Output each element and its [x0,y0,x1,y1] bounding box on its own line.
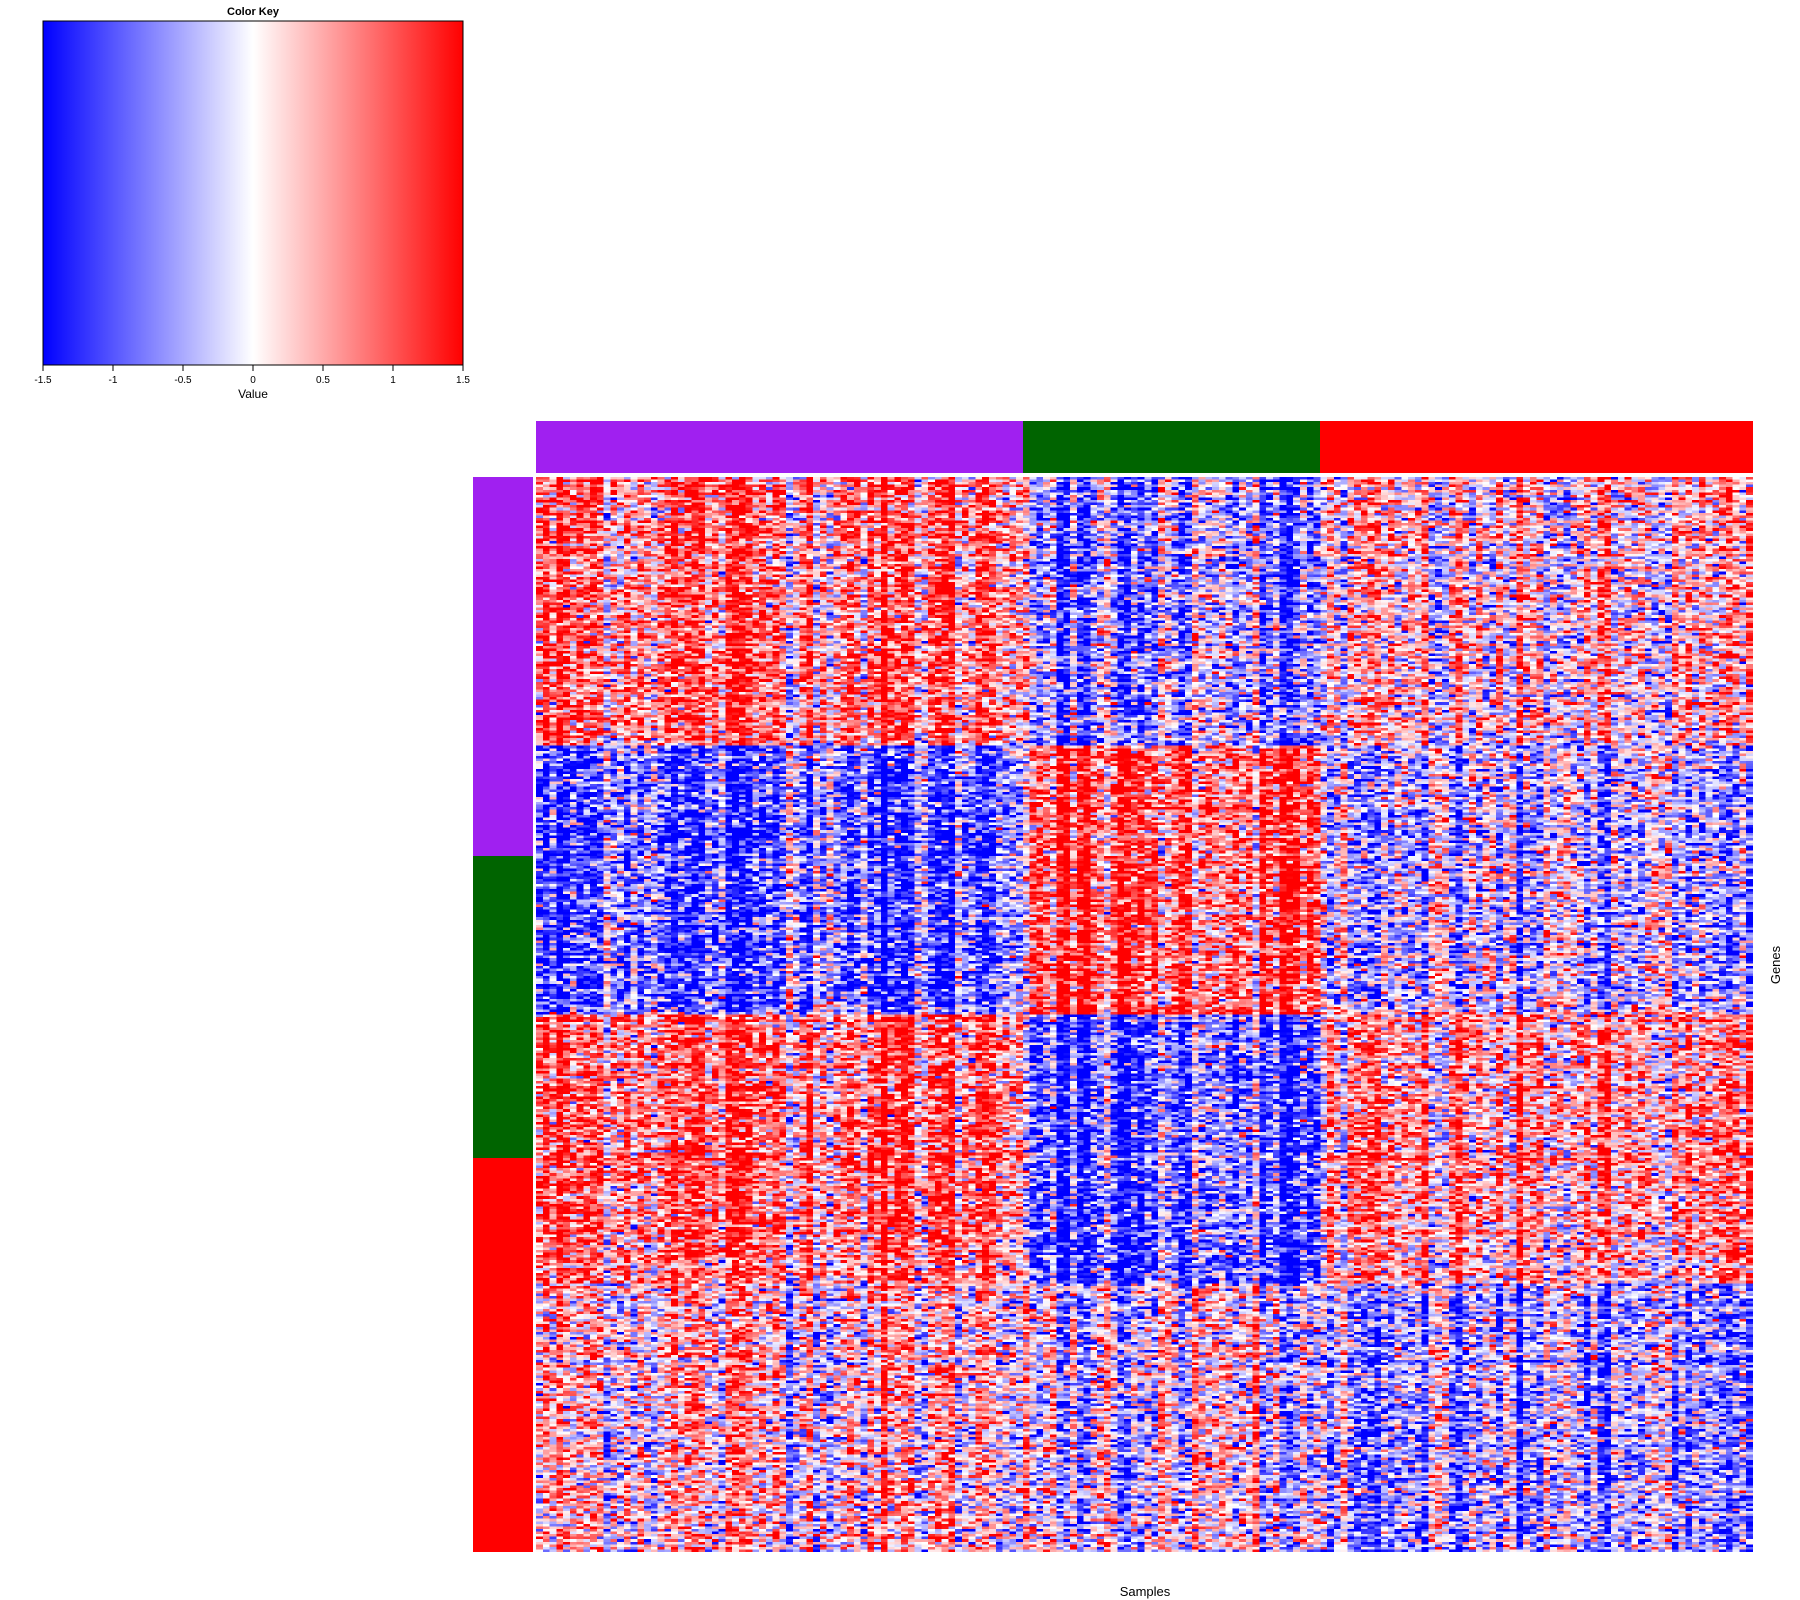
color-key-tick-label: 1.5 [456,375,470,386]
heatmap-grid [536,477,1753,1552]
column-group-cluster-3 [1320,421,1753,473]
row-group-cluster-1 [473,477,533,856]
color-key-title: Color Key [227,6,280,18]
column-group-cluster-2 [1022,421,1321,473]
row-cluster-bar [473,477,533,1552]
color-key-tick-label: -0.5 [174,375,192,386]
column-cluster-bar [536,421,1753,473]
row-group-cluster-3 [473,1157,533,1552]
color-key-gradient [42,20,464,366]
column-group-cluster-1 [536,421,1023,473]
y-axis-label: Genes [1768,945,1783,985]
color-key-tick-label: -1 [109,375,118,386]
color-key-tick-label: -1.5 [34,375,52,386]
color-key: Color Key -1.5 -1 -0.5 0 0.5 1 1.5 Value [34,6,470,401]
color-key-tick-label: 0.5 [316,375,330,386]
color-key-xlabel: Value [238,387,268,401]
row-group-cluster-2 [473,855,533,1158]
color-key-tick-label: 1 [390,375,396,386]
x-axis-label: Samples [1119,1584,1171,1599]
color-key-tick-label: 0 [250,375,256,386]
